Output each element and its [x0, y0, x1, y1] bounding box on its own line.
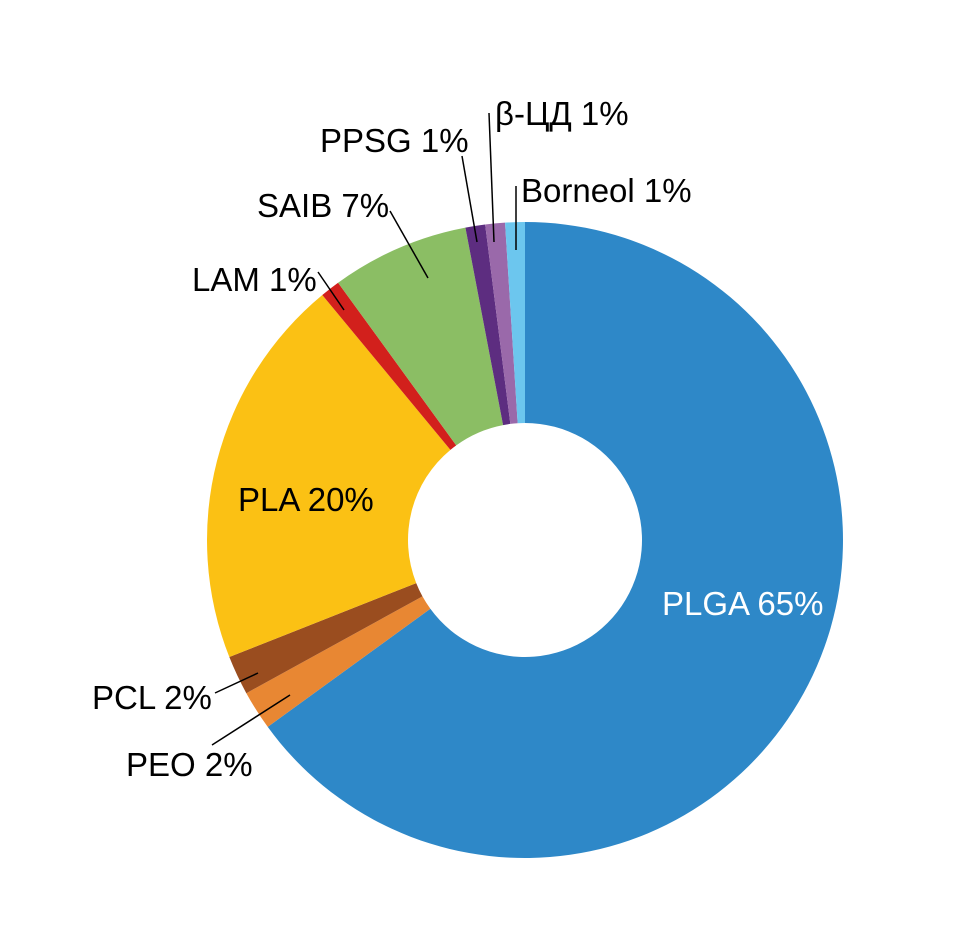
- pie-slice-ppsg: [465, 224, 511, 426]
- pie-slice-lam: [322, 282, 457, 450]
- pie-slice-borneol: [505, 222, 525, 424]
- leader-line-lam: [317, 271, 345, 311]
- pie-slice-pcl: [229, 583, 423, 694]
- slice-labels-group: PLGA 65% PEO 2% PCL 2% PLA 20% LAM 1% SAIB 7%…: [92, 95, 823, 783]
- slice-label-pla: PLA 20%: [238, 481, 374, 518]
- leader-line-saib: [389, 210, 429, 279]
- slice-label-saib: SAIB 7%: [257, 187, 389, 224]
- leader-line-7: [488, 112, 495, 243]
- leader-line-pcl: [214, 672, 259, 694]
- slice-label-peo: PEO 2%: [126, 746, 253, 783]
- pie-slices-group: [207, 222, 843, 859]
- slice-label-pcl: PCL 2%: [92, 679, 212, 716]
- slice-label-lam: LAM 1%: [192, 261, 317, 298]
- slice-label-ppsg: PPSG 1%: [320, 122, 469, 159]
- leader-line-peo: [211, 694, 291, 746]
- pie-slice-pla: [207, 294, 451, 658]
- pie-slice-plga: [267, 222, 843, 859]
- pie-slice-peo: [246, 596, 431, 727]
- slice-label-7: β-ЦД 1%: [495, 95, 629, 132]
- leader-line-ppsg: [461, 155, 478, 243]
- leader-lines-group: [211, 112, 517, 746]
- slice-label-borneol: Borneol 1%: [521, 172, 692, 209]
- pie-slice-7: [485, 222, 518, 424]
- pie-slice-saib: [338, 227, 504, 446]
- slice-label-plga: PLGA 65%: [662, 585, 823, 622]
